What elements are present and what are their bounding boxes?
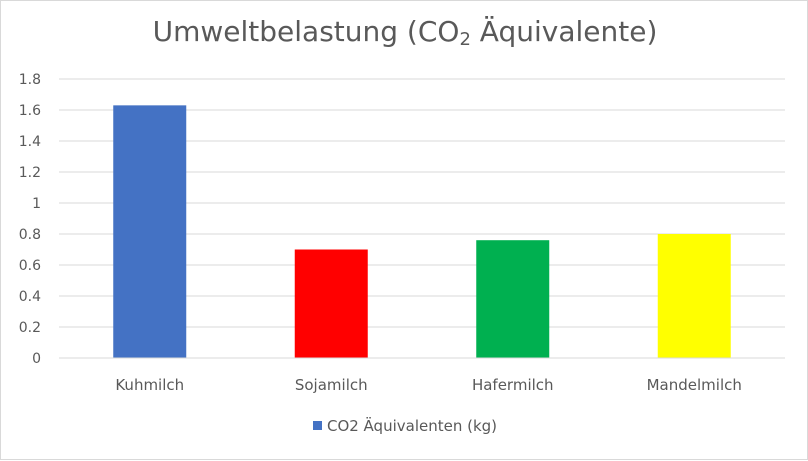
y-tick-label: 0.6 <box>19 258 41 274</box>
y-tick-label: 1.8 <box>19 72 41 88</box>
legend-label: CO2 Äquivalenten (kg) <box>326 417 498 435</box>
y-tick-label: 1 <box>32 196 41 212</box>
y-tick-label: 0 <box>32 351 41 367</box>
x-tick-label: Hafermilch <box>472 376 554 394</box>
bar-hafermilch <box>476 240 550 358</box>
chart-title-main: Umweltbelastung (CO <box>152 15 460 48</box>
x-tick-label: Sojamilch <box>295 376 368 394</box>
y-tick-label: 0.8 <box>19 227 41 243</box>
x-tick-label: Mandelmilch <box>647 376 742 394</box>
y-tick-label: 1.4 <box>19 134 41 150</box>
chart-title-subscript: 2 <box>459 29 471 50</box>
legend-swatch <box>312 421 322 430</box>
y-tick-label: 0.2 <box>19 320 41 336</box>
y-tick-label: 1.2 <box>19 165 41 181</box>
bar-kuhmilch <box>113 105 187 358</box>
bar-sojamilch <box>294 249 368 358</box>
chart-title: Umweltbelastung (CO2 Äquivalente) <box>1 15 808 50</box>
y-tick-label: 0.4 <box>19 289 41 305</box>
legend: CO2 Äquivalenten (kg) <box>1 417 808 435</box>
y-tick-label: 1.6 <box>19 103 41 119</box>
x-tick-label: Kuhmilch <box>115 376 184 394</box>
bar-mandelmilch <box>657 234 731 358</box>
chart-title-tail: Äquivalente) <box>470 15 658 48</box>
